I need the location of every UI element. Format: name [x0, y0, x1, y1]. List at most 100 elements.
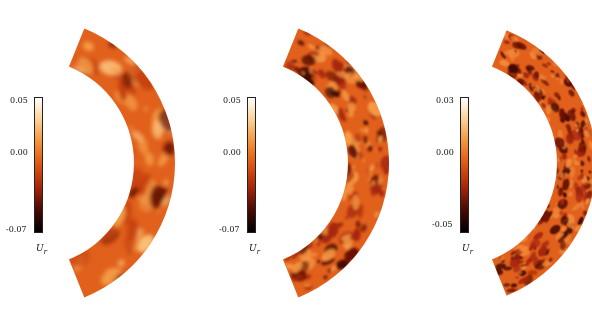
flow-structure [588, 170, 592, 174]
flow-structure [561, 153, 567, 160]
flow-structure [586, 183, 592, 190]
flow-structure [294, 66, 303, 77]
flow-structure [573, 159, 578, 166]
flow-structure [526, 67, 532, 76]
flow-structure [573, 108, 577, 112]
flow-structure [383, 167, 389, 175]
flow-structure [556, 184, 559, 190]
flow-structure [559, 210, 563, 216]
flow-structure [560, 198, 564, 205]
flow-structure [352, 165, 356, 170]
flow-structure [347, 195, 352, 201]
velocity-field [284, 31, 389, 290]
flow-structure [555, 231, 563, 240]
flow-structure [367, 145, 373, 152]
flow-structure [354, 133, 362, 143]
flow-structure [542, 258, 546, 262]
flow-structure [381, 186, 384, 191]
flow-structure [583, 129, 590, 138]
flow-structure [538, 246, 547, 257]
colorbar-max-label: 0.03 [436, 96, 454, 105]
flow-structure [122, 200, 132, 225]
flow-structure [566, 233, 572, 242]
flow-structure [318, 69, 326, 79]
colorbar-min-label: -0.05 [432, 220, 453, 229]
flow-structure [540, 102, 547, 109]
flow-structure [348, 144, 358, 159]
flow-structure [495, 263, 507, 270]
flow-structure [542, 260, 551, 267]
flow-structure [518, 276, 529, 285]
flow-structure [346, 172, 355, 183]
colorbar [460, 97, 469, 233]
flow-structure [360, 224, 367, 233]
flow-structure [316, 45, 320, 50]
flow-structure [375, 163, 379, 167]
flow-structure [319, 44, 323, 47]
flow-structure [336, 71, 350, 79]
colorbar-min-label: -0.07 [6, 225, 27, 234]
spherical-shell-wedge [68, 28, 175, 298]
flow-structure [291, 256, 296, 259]
flow-structure [588, 140, 592, 152]
flow-structure [550, 103, 560, 113]
flow-structure [575, 191, 583, 203]
flow-structure [559, 108, 566, 120]
flow-structure [297, 40, 305, 46]
colorbar-mid-label: 0.00 [436, 148, 454, 157]
flow-structure [565, 132, 575, 145]
panel-1: 0.05 0.00 -0.07 Ur [0, 0, 197, 327]
flow-structure [163, 141, 175, 156]
shell-plot [491, 30, 592, 296]
flow-structure [363, 120, 369, 126]
flow-structure [113, 206, 126, 228]
flow-structure [285, 262, 289, 265]
colorbar-variable-label: Ur [36, 244, 47, 256]
colorbar-min-label: -0.07 [219, 225, 240, 234]
flow-structure [343, 238, 353, 250]
flow-structure [535, 262, 541, 269]
flow-structure [157, 152, 169, 167]
flow-structure [577, 161, 581, 166]
flow-structure [503, 40, 510, 45]
flow-structure [573, 182, 581, 193]
flow-structure [580, 169, 584, 173]
flow-structure [306, 274, 312, 280]
flow-structure [302, 75, 315, 87]
flow-structure [503, 49, 516, 56]
panel-3: 0.03 0.00 -0.05 Ur [426, 0, 592, 327]
flow-structure [321, 249, 336, 262]
colorbar-variable-label: Ur [462, 244, 473, 256]
flow-structure [520, 73, 524, 77]
flow-structure [530, 85, 535, 90]
flow-structure [360, 128, 364, 132]
flow-structure [565, 158, 573, 168]
flow-structure [338, 222, 344, 228]
flow-structure [363, 127, 369, 134]
flow-structure [347, 102, 356, 113]
flow-structure [157, 210, 161, 214]
flow-structure [307, 43, 315, 50]
flow-structure [530, 239, 541, 248]
flow-structure [559, 78, 564, 85]
flow-structure [569, 165, 576, 178]
flow-structure [560, 215, 569, 225]
flow-structure [327, 268, 332, 273]
flow-structure [82, 41, 94, 52]
flow-structure [577, 216, 584, 226]
flow-structure [369, 172, 372, 176]
flow-structure [357, 203, 364, 219]
flow-structure [315, 238, 319, 242]
colorbar [247, 97, 256, 233]
flow-structure [303, 31, 312, 36]
flow-structure [164, 180, 168, 185]
flow-structure [513, 254, 521, 261]
velocity-field [69, 41, 175, 286]
flow-structure [121, 71, 133, 89]
flow-structure [535, 85, 540, 93]
flow-structure [146, 180, 151, 186]
flow-structure [291, 60, 298, 63]
flow-structure [332, 90, 340, 98]
flow-structure [562, 192, 567, 198]
